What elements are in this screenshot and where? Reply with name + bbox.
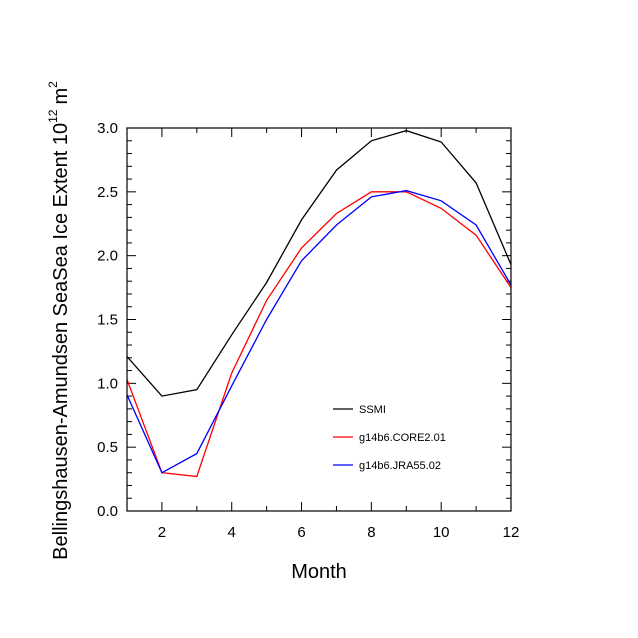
- x-tick-label: 8: [367, 524, 375, 541]
- y-tick-label: 2.0: [97, 248, 118, 265]
- y-tick-label: 1.0: [97, 375, 118, 392]
- y-tick-label: 0.0: [97, 503, 118, 520]
- legend: SSMI g14b6.CORE2.01 g14b6.JRA55.02: [333, 404, 446, 472]
- x-tick-label: 4: [228, 524, 236, 541]
- x-tick-label: 12: [503, 524, 520, 541]
- y-axis-label-exp: 12: [46, 109, 60, 123]
- x-tick-label: 6: [297, 524, 305, 541]
- y-tick-label: 2.5: [97, 184, 118, 201]
- y-tick-label: 3.0: [97, 120, 118, 137]
- y-tick-label: 1.5: [97, 312, 118, 329]
- legend-label: SSMI: [359, 404, 386, 416]
- y-axis-label-unit: m: [50, 88, 72, 105]
- y-axis-label-main: Bellingshausen-Amundsen SeaSea Ice Exten…: [50, 123, 72, 560]
- series-line-g14b6-jra55-02: [126, 189, 512, 474]
- y-tick-label: 0.5: [97, 439, 118, 456]
- series-line-g14b6-core2-01: [126, 191, 512, 478]
- series-lines: [126, 129, 512, 478]
- tick-marks: [126, 127, 512, 512]
- x-tick-label: 2: [158, 524, 166, 541]
- tick-labels: 2 4 6 8 10 12 0.0 0.5 1.0 1.5 2.0 2.5 3.0: [97, 120, 519, 541]
- plot-frame: [126, 127, 512, 512]
- legend-label: g14b6.JRA55.02: [359, 460, 441, 472]
- legend-label: g14b6.CORE2.01: [359, 432, 446, 444]
- y-axis-label: Bellingshausen-Amundsen SeaSea Ice Exten…: [46, 81, 72, 560]
- series-line-ssmi: [126, 129, 512, 397]
- y-axis-label-unit-exp: 2: [46, 81, 60, 88]
- x-axis-label: Month: [291, 561, 347, 583]
- x-tick-label: 10: [433, 524, 450, 541]
